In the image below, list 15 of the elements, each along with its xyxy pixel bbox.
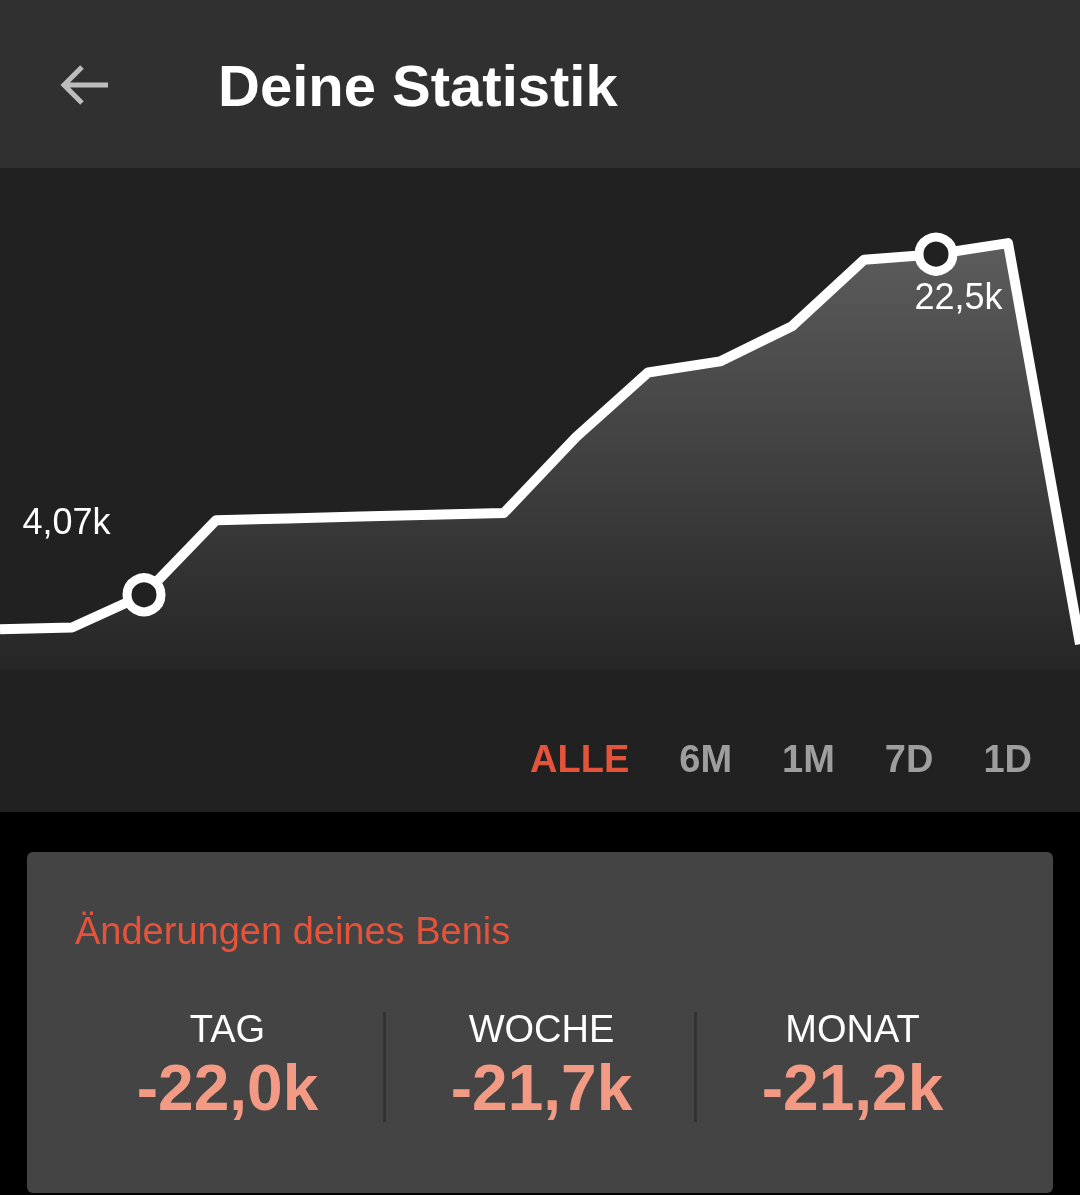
- category-label: WOCHE: [467, 1008, 616, 1051]
- chart-title: Deine Statistik: [218, 52, 618, 119]
- data-label: 4,07k: [22, 500, 112, 542]
- data-label: 22,5k: [914, 276, 1004, 318]
- text: 1D: [983, 738, 1032, 781]
- text: ALLE: [530, 738, 630, 781]
- text: 1M: [782, 738, 835, 781]
- text: -21,7k: [450, 1052, 633, 1124]
- text: -21,2k: [761, 1052, 944, 1124]
- category-label: MONAT: [784, 1008, 921, 1051]
- text: Änderungen deines Benis: [75, 910, 511, 953]
- text: 7D: [884, 738, 934, 781]
- text: -22,0k: [136, 1052, 319, 1124]
- category-label: TAG: [188, 1008, 267, 1051]
- text: 6M: [679, 738, 733, 781]
